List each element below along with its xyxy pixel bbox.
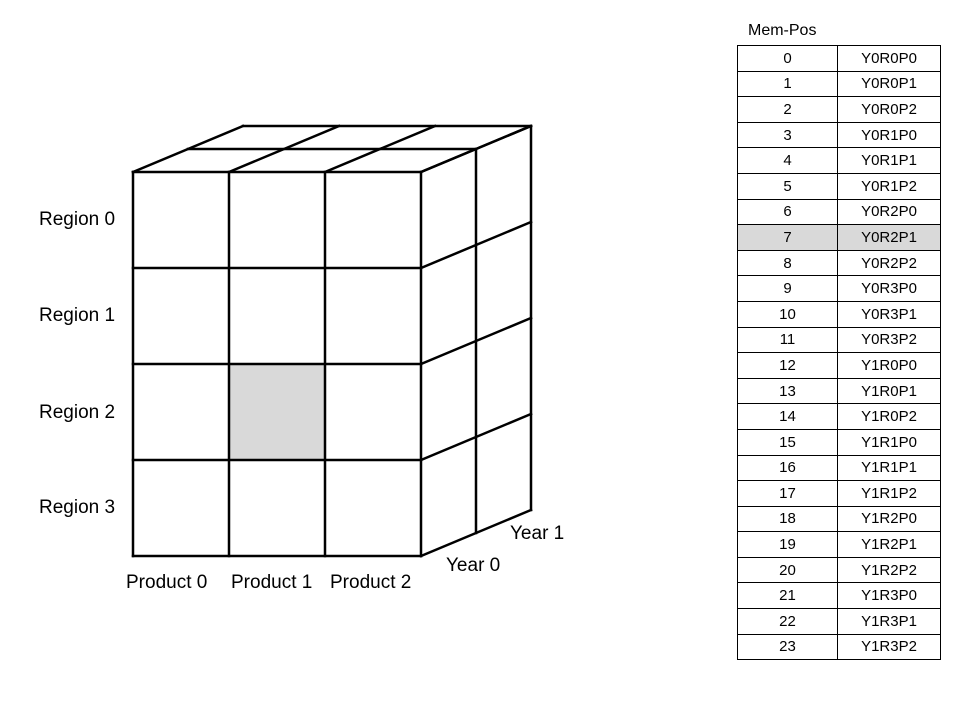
mem-pos-cell: 4 <box>737 147 838 174</box>
region-label-2: Region 2 <box>39 402 116 423</box>
mem-pos-cell: 5 <box>737 172 838 200</box>
table-row: 5 Y0R1P2 <box>737 172 941 200</box>
cell-key: Y1R2P0 <box>837 505 941 533</box>
mem-pos-cell: 9 <box>737 275 838 302</box>
mem-pos-cell: 15 <box>737 428 838 456</box>
cell-key: Y0R3P2 <box>837 326 941 354</box>
cell-key: Y1R1P0 <box>837 428 941 456</box>
highlighted-cell <box>229 364 325 460</box>
table-row: 3 Y0R1P0 <box>737 121 941 149</box>
cell-key: Y1R0P0 <box>837 352 941 379</box>
right-face-line <box>419 508 533 558</box>
cell-key: Y1R3P2 <box>837 633 941 661</box>
cell-key: Y1R1P2 <box>837 480 941 507</box>
table-row: 18 Y1R2P0 <box>737 505 941 533</box>
product-label-1: Product 1 <box>231 572 313 593</box>
right-face-line <box>419 412 533 462</box>
cell-key: Y0R0P1 <box>837 70 941 98</box>
year-label-0: Year 0 <box>446 555 501 576</box>
cell-key: Y0R2P0 <box>837 198 941 226</box>
mem-pos-cell: 0 <box>737 45 838 72</box>
table-row: 7 Y0R2P1 <box>737 224 941 251</box>
mem-pos-cell: 2 <box>737 96 838 123</box>
region-label-3: Region 3 <box>39 497 116 518</box>
mem-pos-cell: 21 <box>737 582 838 610</box>
mem-pos-cell: 14 <box>737 403 838 430</box>
memory-layout-table: 0 Y0R0P0 1 Y0R0P1 2 Y0R0P2 3 Y0R1P0 4 Y0R1P1 5 Y0R1… <box>737 45 941 661</box>
table-row: 2 Y0R0P2 <box>737 96 941 123</box>
cell-key: Y0R3P1 <box>837 300 941 328</box>
mem-pos-cell: 20 <box>737 556 838 584</box>
table-row: 1 Y0R0P1 <box>737 70 941 98</box>
table-row: 4 Y0R1P1 <box>737 147 941 174</box>
cell-key: Y0R0P0 <box>837 45 941 72</box>
mem-pos-cell: 22 <box>737 608 838 635</box>
cell-key: Y0R1P0 <box>837 121 941 149</box>
top-face-line <box>323 124 437 174</box>
table-row: 23 Y1R3P2 <box>737 633 941 661</box>
table-row: 19 Y1R2P1 <box>737 531 941 558</box>
mem-pos-cell: 16 <box>737 454 838 482</box>
right-face-line <box>419 316 533 366</box>
cell-key: Y0R3P0 <box>837 275 941 302</box>
cell-key: Y1R3P0 <box>837 582 941 610</box>
table-row: 6 Y0R2P0 <box>737 198 941 226</box>
product-label-0: Product 0 <box>126 572 208 593</box>
top-face-line <box>227 124 341 174</box>
cell-key: Y0R2P1 <box>837 224 941 251</box>
mem-pos-cell: 23 <box>737 633 838 661</box>
table-row: 10 Y0R3P1 <box>737 300 941 328</box>
mem-pos-header: Mem-Pos <box>748 22 817 39</box>
table-row: 8 Y0R2P2 <box>737 249 941 277</box>
cell-key: Y0R1P1 <box>837 147 941 174</box>
cell-key: Y1R3P1 <box>837 608 941 635</box>
right-face-line <box>419 220 533 270</box>
mem-pos-cell: 3 <box>737 121 838 149</box>
region-label-0: Region 0 <box>39 209 116 230</box>
cell-key: Y1R2P2 <box>837 556 941 584</box>
cell-key: Y1R2P1 <box>837 531 941 558</box>
year-label-1: Year 1 <box>510 523 565 544</box>
mem-pos-cell: 11 <box>737 326 838 354</box>
mem-pos-cell: 13 <box>737 377 838 405</box>
table-row: 0 Y0R0P0 <box>737 45 941 72</box>
table-row: 15 Y1R1P0 <box>737 428 941 456</box>
mem-pos-cell: 18 <box>737 505 838 533</box>
cell-key: Y0R1P2 <box>837 172 941 200</box>
mem-pos-cell: 7 <box>737 224 838 251</box>
table-row: 21 Y1R3P0 <box>737 582 941 610</box>
cell-key: Y1R1P1 <box>837 454 941 482</box>
mem-pos-cell: 10 <box>737 300 838 328</box>
cell-key: Y1R0P1 <box>837 377 941 405</box>
table-row: 20 Y1R2P2 <box>737 556 941 584</box>
mem-pos-cell: 17 <box>737 480 838 507</box>
table-row: 9 Y0R3P0 <box>737 275 941 302</box>
table-row: 12 Y1R0P0 <box>737 352 941 379</box>
table-row: 11 Y0R3P2 <box>737 326 941 354</box>
product-label-2: Product 2 <box>330 572 412 593</box>
table-row: 16 Y1R1P1 <box>737 454 941 482</box>
mem-pos-cell: 12 <box>737 352 838 379</box>
mem-pos-cell: 19 <box>737 531 838 558</box>
mem-pos-cell: 1 <box>737 70 838 98</box>
region-label-1: Region 1 <box>39 305 116 326</box>
table-row: 13 Y1R0P1 <box>737 377 941 405</box>
cell-key: Y0R2P2 <box>837 249 941 277</box>
cell-key: Y1R0P2 <box>837 403 941 430</box>
mem-pos-cell: 6 <box>737 198 838 226</box>
table-row: 17 Y1R1P2 <box>737 480 941 507</box>
table-row: 14 Y1R0P2 <box>737 403 941 430</box>
right-face-line <box>419 124 533 174</box>
mem-pos-cell: 8 <box>737 249 838 277</box>
cell-key: Y0R0P2 <box>837 96 941 123</box>
table-row: 22 Y1R3P1 <box>737 608 941 635</box>
top-face-line <box>131 124 245 174</box>
